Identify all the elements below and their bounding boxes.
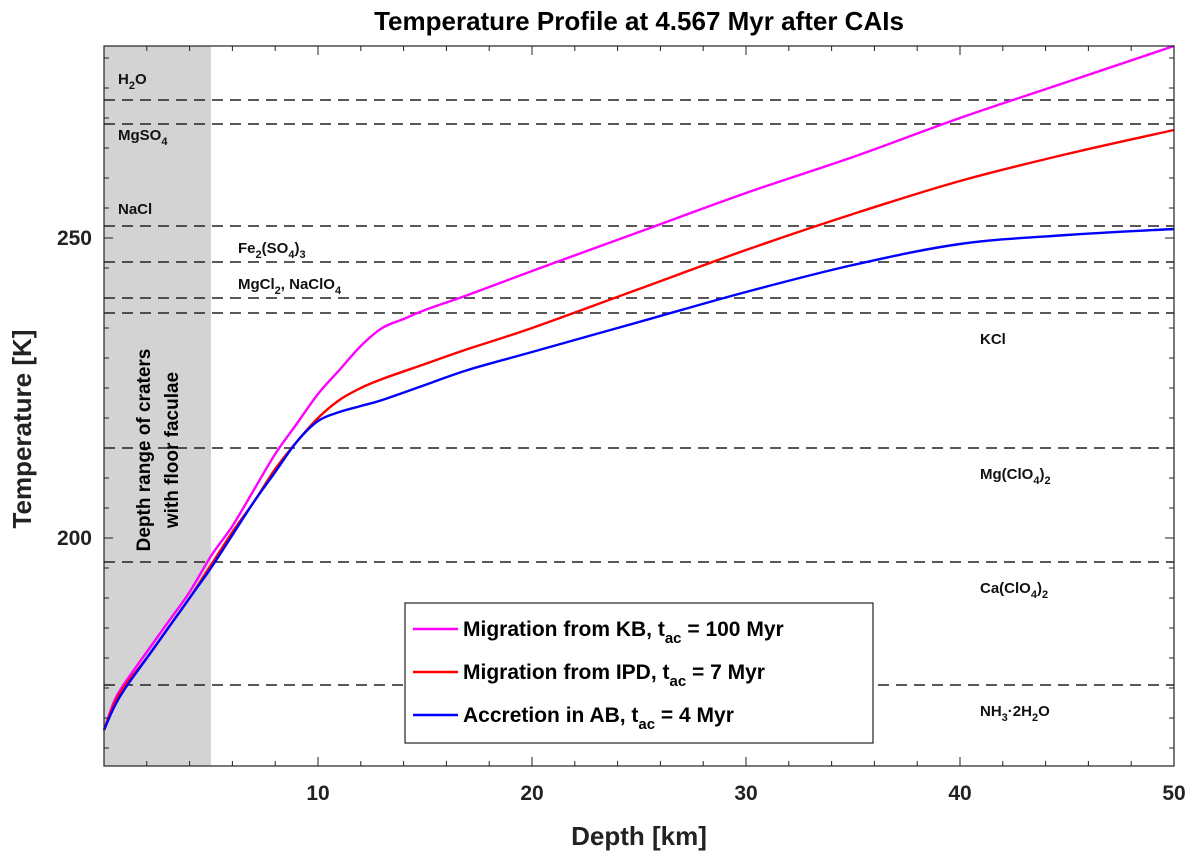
reference-line-label: KCl [980, 331, 1006, 348]
legend-entry-label: Migration from KB, tac = 100 Myr [463, 618, 784, 647]
reference-line-label: NaCl [118, 201, 152, 218]
x-tick-label: 10 [306, 782, 329, 805]
crater-depth-shaded-region [104, 46, 211, 766]
plot-area-frame [103, 45, 1175, 767]
x-axis-label: Depth [km] [571, 821, 707, 851]
reference-line-labels: H2O MgSO4 NaCl Fe2(SO4)3 MgCl2, NaClO4 KCl Mg(… [118, 71, 1051, 724]
x-tick-label: 20 [520, 782, 543, 805]
shaded-region-label: Depth range of craters with floor facula… [134, 349, 183, 552]
series-line [102, 227, 1175, 731]
y-axis-label: Temperature [K] [7, 330, 37, 529]
legend: Migration from KB, tac = 100 Myr Migratio… [404, 602, 874, 744]
x-tick-label: 40 [948, 782, 971, 805]
series-lines [102, 44, 1175, 731]
x-tick-label: 50 [1162, 782, 1185, 805]
y-tick-label: 250 [57, 227, 92, 250]
reference-line-label: Ca(ClO4)2 [980, 580, 1048, 601]
shaded-region-label-line2: with floor faculae [162, 372, 183, 529]
reference-line-label: Mg(ClO4)2 [980, 466, 1051, 487]
reference-line-label: NH3·2H2O [980, 703, 1050, 724]
axis-ticks: 10 20 30 40 50 200 250 [57, 46, 1186, 805]
chart-title: Temperature Profile at 4.567 Myr after C… [374, 6, 904, 36]
reference-lines [104, 99, 1174, 686]
y-tick-label: 200 [57, 527, 92, 550]
reference-line-label: H2O [118, 71, 147, 92]
series-line [102, 44, 1175, 731]
legend-entry-label: Migration from IPD, tac = 7 Myr [463, 661, 765, 690]
reference-line-label: Fe2(SO4)3 [238, 240, 306, 261]
reference-line-label: MgCl2, NaClO4 [238, 276, 342, 297]
legend-box [404, 602, 874, 744]
x-tick-label: 30 [734, 782, 757, 805]
shaded-region-label-line1: Depth range of craters [134, 349, 155, 552]
legend-entry-label: Accretion in AB, tac = 4 Myr [463, 704, 734, 733]
reference-line-label: MgSO4 [118, 127, 168, 148]
